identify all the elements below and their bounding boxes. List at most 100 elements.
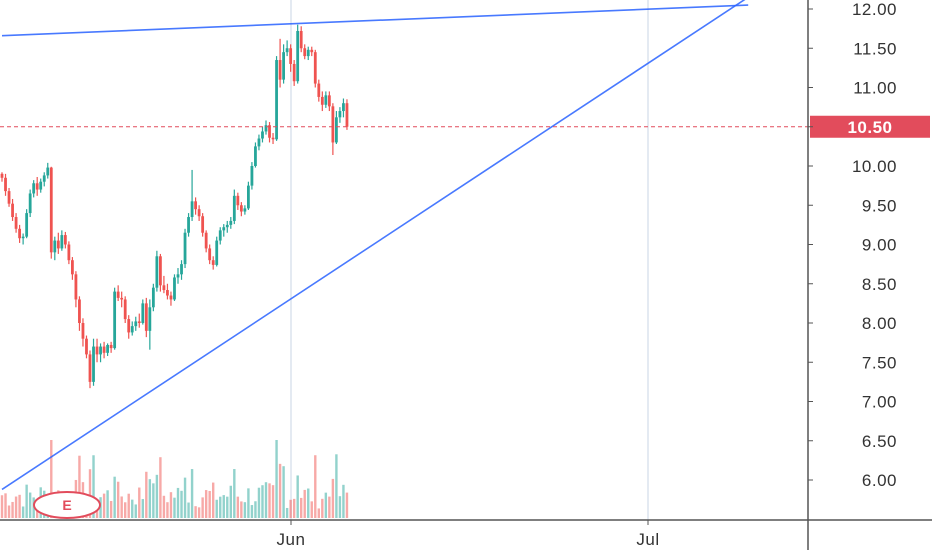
- earnings-marker[interactable]: E: [33, 491, 101, 519]
- volume-bar: [131, 499, 134, 518]
- candle-body: [137, 321, 141, 323]
- volume-bar: [321, 498, 324, 518]
- volume-bar: [278, 463, 282, 518]
- candle-body: [229, 220, 233, 225]
- trendline-upper-resistance[interactable]: [1, 4, 749, 37]
- earnings-badge-label: E: [62, 497, 71, 513]
- candle-body: [285, 48, 289, 53]
- volume-bar: [18, 494, 21, 518]
- volume-bar: [145, 471, 148, 518]
- volume-bar: [233, 469, 236, 518]
- volume-bar: [303, 489, 306, 518]
- price-axis[interactable]: 12.00 11.50 11.00 10.00 9.50 9.00 8.50 8.00 7.50…: [807, 0, 897, 550]
- candle-body: [155, 256, 159, 288]
- volume-bar: [243, 502, 247, 518]
- candle-body: [197, 209, 201, 217]
- candle-body: [268, 125, 271, 138]
- candle-body: [148, 307, 152, 331]
- y-tick-label: 6.00: [862, 471, 897, 490]
- earnings-badge[interactable]: [33, 491, 101, 519]
- volume-bar: [324, 492, 328, 518]
- candle-body: [310, 49, 314, 53]
- candle-body: [78, 299, 81, 323]
- volume-bar: [264, 482, 268, 518]
- candle-body: [35, 183, 39, 190]
- volume-bar: [285, 507, 289, 518]
- trendlines[interactable]: [1, 0, 749, 491]
- volume-bar: [155, 474, 159, 518]
- candle-body: [85, 338, 88, 355]
- y-tick-label: 7.50: [862, 353, 897, 372]
- candle-body: [289, 48, 293, 64]
- volume-bar: [102, 493, 106, 518]
- volume-bar: [204, 490, 208, 518]
- candle-body: [243, 208, 247, 212]
- volume-bar: [138, 487, 141, 518]
- y-tick-label: 8.00: [862, 314, 897, 333]
- volume-bar: [250, 505, 254, 518]
- candle-body: [232, 195, 236, 221]
- volume-bar: [183, 477, 187, 518]
- volume-bar: [109, 500, 113, 518]
- candle-body: [275, 60, 278, 140]
- volume-bar: [345, 492, 349, 518]
- candle-body: [296, 30, 300, 82]
- candle-body: [60, 235, 64, 249]
- candle-body: [208, 248, 212, 261]
- volume-bar: [296, 475, 299, 518]
- candle-body: [335, 117, 338, 143]
- candle-body: [106, 344, 109, 353]
- candle-body: [327, 95, 331, 107]
- grid: [290, 0, 649, 520]
- candle-body: [215, 240, 219, 265]
- candle-body: [278, 60, 282, 80]
- candle-body: [306, 49, 310, 57]
- volume-bar: [124, 502, 127, 518]
- trendline-lower-support[interactable]: [1, 0, 748, 491]
- volume-bar: [222, 495, 225, 518]
- volume-bar: [159, 457, 162, 518]
- time-axis[interactable]: Jun Jul: [0, 519, 932, 549]
- candle-body: [222, 227, 226, 231]
- candle-body: [88, 354, 92, 382]
- volume-bar: [212, 482, 215, 518]
- candle-body: [109, 344, 113, 349]
- candle-body: [32, 183, 36, 194]
- volume-bar: [176, 487, 180, 518]
- x-tick-label: Jul: [636, 530, 659, 549]
- volume-bar: [300, 497, 303, 518]
- volume-bar: [152, 483, 155, 518]
- volume-bar: [338, 496, 342, 518]
- volume-bar: [289, 499, 292, 518]
- candle-body: [18, 228, 21, 239]
- last-price-tag: [810, 115, 930, 138]
- candles: [0, 24, 349, 389]
- candle-body: [194, 201, 197, 210]
- volume-bar: [307, 488, 310, 518]
- volume-bar: [113, 476, 116, 518]
- volume-bar: [141, 499, 144, 518]
- volume-bar: [88, 469, 92, 518]
- y-tick-label: 11.50: [853, 39, 897, 58]
- candle-body: [102, 346, 106, 353]
- volume-bar: [292, 498, 296, 518]
- candle-body: [180, 264, 183, 275]
- volume-bar: [120, 496, 123, 518]
- candle-body: [292, 63, 296, 82]
- volume-bar: [247, 488, 250, 518]
- candle-body: [7, 191, 11, 204]
- volume-bar: [310, 501, 313, 518]
- volume-bar: [169, 492, 173, 518]
- candle-body: [0, 173, 4, 178]
- volume-bar: [342, 484, 345, 518]
- candle-body: [39, 181, 43, 190]
- candle-body: [211, 260, 215, 265]
- volume-bar: [11, 501, 14, 518]
- volume-bar: [28, 492, 32, 518]
- candle-body: [42, 175, 46, 182]
- candle-body: [25, 213, 29, 237]
- y-tick-label: 12.00: [852, 0, 897, 19]
- candle-body: [67, 244, 71, 261]
- volume-bar: [271, 485, 275, 518]
